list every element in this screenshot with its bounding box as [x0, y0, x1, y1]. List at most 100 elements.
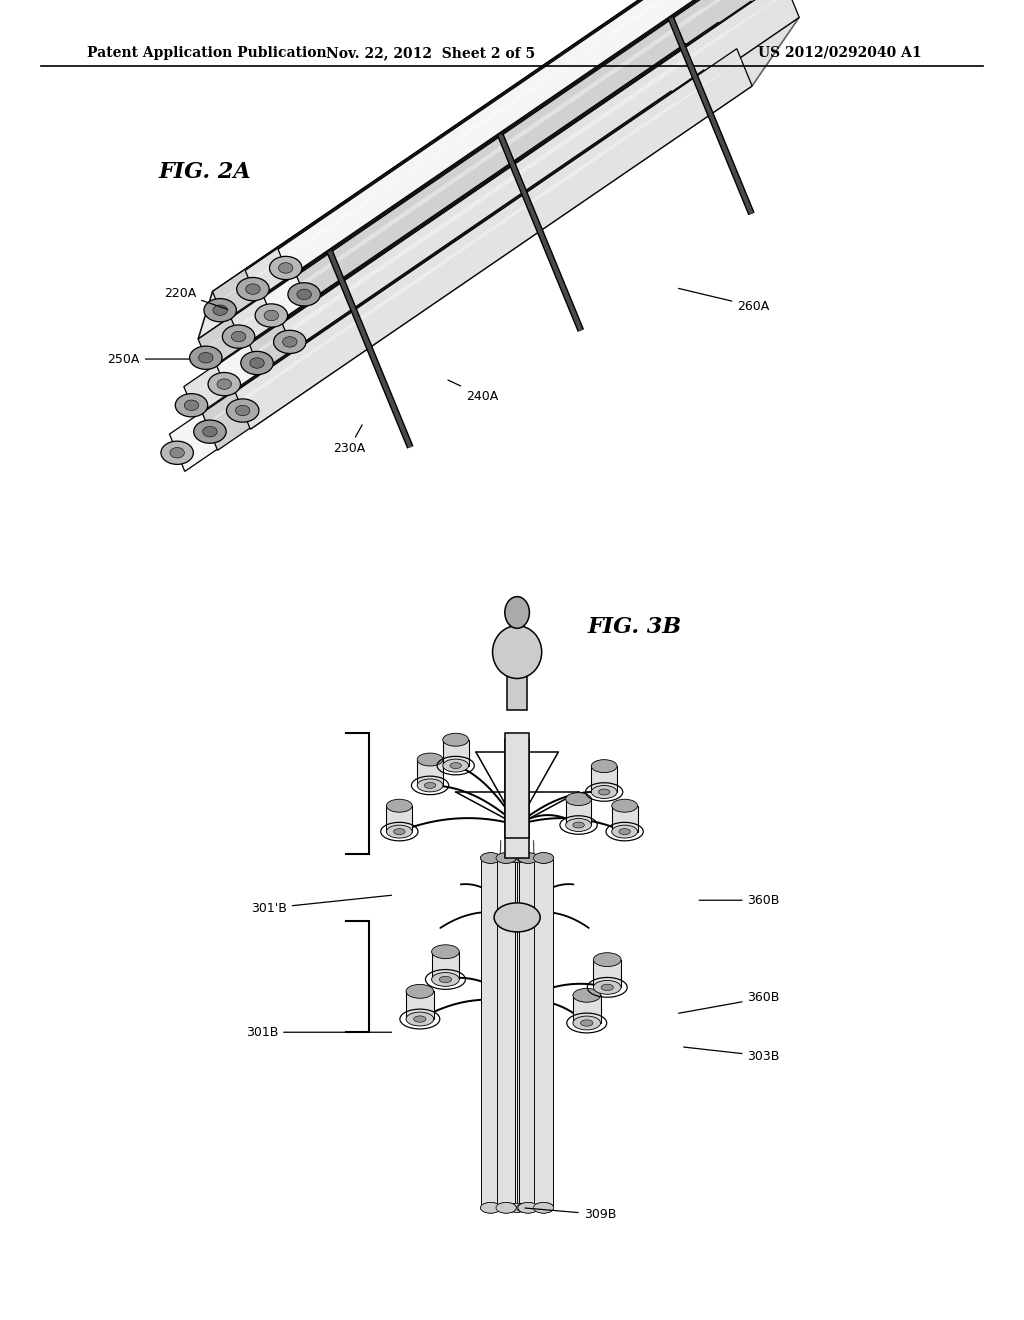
Bar	[517, 858, 532, 1208]
Ellipse shape	[417, 779, 443, 792]
Ellipse shape	[493, 626, 542, 678]
Ellipse shape	[255, 304, 288, 327]
Ellipse shape	[494, 903, 541, 932]
Text: 220A: 220A	[164, 286, 227, 309]
Ellipse shape	[288, 282, 321, 306]
Ellipse shape	[594, 981, 621, 994]
Bar	[591, 766, 617, 792]
Text: 309B: 309B	[525, 1208, 616, 1221]
Ellipse shape	[518, 853, 539, 863]
Ellipse shape	[518, 1203, 539, 1213]
Ellipse shape	[432, 945, 459, 958]
Polygon shape	[170, 91, 686, 471]
Text: 301'B: 301'B	[251, 895, 391, 915]
Ellipse shape	[565, 818, 592, 832]
Ellipse shape	[534, 853, 554, 863]
Polygon shape	[283, 0, 799, 360]
Text: 250A: 250A	[108, 352, 189, 366]
Ellipse shape	[591, 759, 617, 772]
Ellipse shape	[496, 1203, 516, 1213]
Bar	[509, 858, 525, 1208]
Ellipse shape	[581, 1020, 593, 1026]
Polygon shape	[203, 70, 719, 450]
Bar	[507, 668, 527, 710]
Ellipse shape	[393, 829, 406, 834]
Text: 260A: 260A	[679, 288, 769, 313]
Polygon shape	[184, 44, 700, 424]
Polygon shape	[264, 0, 780, 334]
Polygon shape	[199, 0, 715, 339]
Bar	[432, 952, 459, 979]
Ellipse shape	[496, 853, 516, 863]
Ellipse shape	[246, 284, 260, 294]
Ellipse shape	[594, 953, 621, 966]
Ellipse shape	[386, 799, 413, 812]
Ellipse shape	[406, 985, 434, 998]
Ellipse shape	[213, 305, 227, 315]
Ellipse shape	[414, 1016, 426, 1022]
Polygon shape	[231, 0, 748, 355]
Ellipse shape	[534, 1203, 554, 1213]
Ellipse shape	[170, 447, 184, 458]
Ellipse shape	[175, 393, 208, 417]
Ellipse shape	[509, 1204, 525, 1212]
Ellipse shape	[231, 331, 246, 342]
Ellipse shape	[203, 426, 217, 437]
Bar	[509, 858, 525, 1208]
Ellipse shape	[518, 853, 539, 863]
Ellipse shape	[241, 351, 273, 375]
Ellipse shape	[442, 759, 469, 772]
Ellipse shape	[406, 1012, 434, 1026]
Polygon shape	[250, 1, 766, 381]
Ellipse shape	[194, 420, 226, 444]
Ellipse shape	[618, 829, 631, 834]
Ellipse shape	[534, 853, 554, 863]
Ellipse shape	[611, 799, 638, 812]
Bar	[386, 805, 413, 832]
Bar	[406, 991, 434, 1019]
Ellipse shape	[279, 263, 293, 273]
Text: 240A: 240A	[447, 380, 498, 403]
Text: 301B: 301B	[246, 1026, 391, 1039]
Text: 230A: 230A	[333, 425, 365, 455]
Bar	[505, 739, 529, 858]
Ellipse shape	[386, 825, 413, 838]
Ellipse shape	[509, 854, 525, 862]
Ellipse shape	[480, 1203, 501, 1213]
Ellipse shape	[236, 405, 250, 416]
Ellipse shape	[417, 752, 443, 766]
Ellipse shape	[297, 289, 311, 300]
Ellipse shape	[189, 346, 222, 370]
Bar	[594, 960, 621, 987]
Bar	[535, 858, 553, 1208]
Ellipse shape	[505, 597, 529, 628]
Ellipse shape	[496, 853, 516, 863]
Ellipse shape	[161, 441, 194, 465]
Bar	[497, 858, 515, 1208]
Ellipse shape	[199, 352, 213, 363]
Polygon shape	[213, 0, 729, 329]
Ellipse shape	[572, 822, 585, 828]
Bar	[611, 805, 638, 832]
Ellipse shape	[501, 1204, 518, 1212]
Ellipse shape	[424, 783, 436, 788]
Polygon shape	[250, 17, 799, 429]
Bar	[535, 858, 553, 1208]
Ellipse shape	[273, 330, 306, 354]
Polygon shape	[297, 0, 813, 313]
Bar	[497, 858, 515, 1208]
Bar	[519, 858, 538, 1208]
Ellipse shape	[439, 977, 452, 982]
Ellipse shape	[204, 298, 237, 322]
Polygon shape	[246, 0, 762, 308]
Bar	[573, 995, 600, 1023]
Text: Nov. 22, 2012  Sheet 2 of 5: Nov. 22, 2012 Sheet 2 of 5	[326, 46, 535, 59]
Ellipse shape	[501, 854, 518, 862]
Ellipse shape	[237, 277, 269, 301]
Bar	[481, 858, 500, 1208]
Ellipse shape	[518, 1203, 539, 1213]
Ellipse shape	[591, 785, 617, 799]
Ellipse shape	[480, 853, 501, 863]
Ellipse shape	[516, 1204, 534, 1212]
Polygon shape	[236, 49, 752, 429]
